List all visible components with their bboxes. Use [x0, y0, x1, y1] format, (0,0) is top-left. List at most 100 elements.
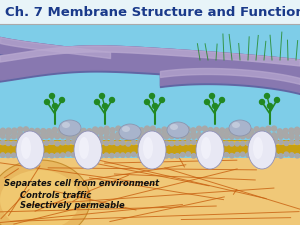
- Circle shape: [137, 135, 141, 139]
- Circle shape: [149, 94, 154, 99]
- Circle shape: [169, 154, 174, 158]
- Ellipse shape: [229, 120, 251, 136]
- Circle shape: [93, 153, 98, 157]
- Circle shape: [87, 129, 92, 134]
- Circle shape: [260, 131, 265, 136]
- Circle shape: [153, 142, 158, 146]
- Circle shape: [219, 136, 223, 140]
- Circle shape: [110, 140, 114, 144]
- Circle shape: [0, 128, 5, 133]
- Circle shape: [131, 134, 136, 139]
- Circle shape: [44, 141, 49, 145]
- Circle shape: [191, 140, 196, 144]
- Circle shape: [295, 136, 299, 140]
- Circle shape: [262, 134, 267, 138]
- Circle shape: [185, 132, 190, 137]
- Circle shape: [289, 133, 294, 138]
- Circle shape: [243, 132, 248, 137]
- Circle shape: [208, 128, 213, 133]
- Circle shape: [196, 133, 202, 137]
- Circle shape: [295, 130, 300, 136]
- Circle shape: [230, 135, 234, 139]
- Circle shape: [121, 134, 125, 139]
- Circle shape: [22, 153, 27, 158]
- Circle shape: [251, 135, 256, 140]
- Ellipse shape: [74, 131, 102, 169]
- Circle shape: [212, 104, 217, 108]
- Circle shape: [197, 142, 201, 146]
- Circle shape: [241, 141, 245, 146]
- Circle shape: [220, 128, 225, 133]
- Ellipse shape: [253, 137, 263, 159]
- Circle shape: [230, 142, 234, 146]
- Circle shape: [152, 104, 158, 108]
- Circle shape: [279, 140, 283, 144]
- Circle shape: [235, 142, 239, 146]
- Circle shape: [52, 104, 58, 108]
- Circle shape: [246, 134, 250, 138]
- Circle shape: [208, 130, 213, 135]
- Circle shape: [18, 132, 23, 137]
- Circle shape: [99, 136, 103, 140]
- Circle shape: [39, 153, 43, 158]
- Circle shape: [33, 135, 38, 139]
- Circle shape: [230, 153, 234, 158]
- Circle shape: [266, 132, 271, 137]
- Circle shape: [66, 136, 70, 140]
- Circle shape: [110, 128, 115, 133]
- Circle shape: [41, 133, 46, 138]
- Circle shape: [168, 126, 173, 131]
- Circle shape: [29, 128, 34, 133]
- Circle shape: [100, 94, 104, 99]
- Circle shape: [268, 134, 272, 139]
- Circle shape: [11, 134, 16, 139]
- Circle shape: [214, 130, 219, 135]
- Circle shape: [11, 141, 16, 146]
- Circle shape: [246, 153, 250, 157]
- Circle shape: [284, 141, 289, 146]
- Circle shape: [248, 128, 253, 133]
- Circle shape: [58, 128, 63, 133]
- Circle shape: [181, 153, 185, 157]
- Circle shape: [219, 140, 223, 145]
- Circle shape: [208, 141, 212, 146]
- Circle shape: [88, 135, 92, 140]
- Circle shape: [175, 141, 179, 145]
- Circle shape: [241, 152, 245, 157]
- Circle shape: [219, 152, 223, 157]
- Circle shape: [162, 127, 167, 132]
- Circle shape: [220, 97, 224, 103]
- Circle shape: [205, 99, 209, 104]
- Circle shape: [70, 131, 75, 136]
- Circle shape: [126, 153, 130, 157]
- Circle shape: [257, 153, 261, 158]
- Circle shape: [28, 134, 32, 139]
- Circle shape: [17, 140, 21, 145]
- Circle shape: [284, 134, 289, 139]
- Ellipse shape: [138, 131, 166, 169]
- Circle shape: [142, 135, 147, 140]
- Circle shape: [284, 152, 289, 156]
- Ellipse shape: [170, 124, 178, 130]
- Circle shape: [279, 154, 283, 158]
- Circle shape: [93, 130, 98, 135]
- Circle shape: [168, 132, 173, 137]
- Circle shape: [131, 140, 136, 144]
- Circle shape: [139, 128, 144, 133]
- Circle shape: [150, 131, 155, 136]
- Circle shape: [94, 99, 100, 104]
- Circle shape: [81, 132, 86, 137]
- Ellipse shape: [196, 131, 224, 169]
- Circle shape: [77, 135, 81, 140]
- Circle shape: [186, 140, 190, 145]
- Circle shape: [29, 132, 34, 137]
- Ellipse shape: [167, 122, 189, 138]
- Circle shape: [246, 141, 250, 146]
- Circle shape: [224, 141, 229, 146]
- Circle shape: [17, 152, 21, 157]
- Circle shape: [52, 128, 57, 133]
- Circle shape: [23, 132, 28, 137]
- Circle shape: [110, 133, 115, 137]
- Circle shape: [104, 130, 109, 135]
- Circle shape: [186, 152, 190, 156]
